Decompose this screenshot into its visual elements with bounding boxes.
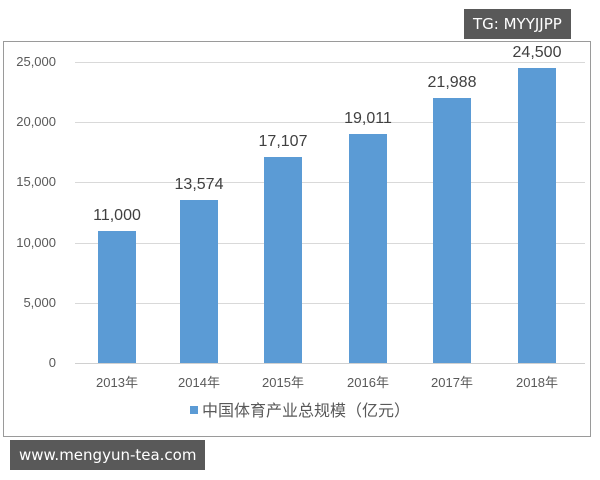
bar-2018 (518, 68, 556, 363)
watermark-top: TG: MYYJJPP (464, 9, 571, 39)
bar-2013 (98, 231, 136, 363)
x-tick-label: 2013年 (96, 375, 138, 390)
watermark-bottom: www.mengyun-tea.com (10, 440, 206, 470)
gridline (75, 122, 585, 123)
bar-2014 (180, 200, 218, 363)
legend: 中国体育产业总规模（亿元） (0, 402, 600, 420)
bar-value-label: 11,000 (93, 207, 141, 224)
legend-label: 中国体育产业总规模（亿元） (201, 401, 410, 420)
x-tick-label: 2017年 (431, 375, 473, 390)
bar-value-label: 24,500 (512, 44, 562, 61)
bar-value-label: 19,011 (344, 110, 392, 127)
x-tick-label: 2014年 (178, 375, 220, 390)
x-axis-line (75, 363, 585, 364)
y-tick-label: 15,000 (16, 174, 56, 189)
bar-value-label: 17,107 (258, 133, 308, 150)
y-tick-label: 5,000 (23, 295, 56, 310)
gridline (75, 182, 585, 183)
bar-value-label: 21,988 (427, 74, 477, 91)
x-tick-label: 2018年 (516, 375, 558, 390)
gridline (75, 243, 585, 244)
y-tick-label: 0 (48, 355, 56, 370)
legend-swatch-icon (189, 406, 198, 414)
x-tick-label: 2015年 (262, 375, 304, 390)
y-tick-label: 20,000 (16, 114, 56, 129)
gridline (75, 303, 585, 304)
bar-2016 (349, 134, 387, 363)
y-tick-label: 10,000 (16, 235, 56, 250)
x-tick-label: 2016年 (347, 375, 389, 390)
bar-2015 (264, 157, 302, 363)
gridline (75, 62, 585, 63)
y-tick-label: 25,000 (16, 54, 56, 69)
bar-value-label: 13,574 (174, 176, 224, 193)
bar-2017 (433, 98, 471, 363)
